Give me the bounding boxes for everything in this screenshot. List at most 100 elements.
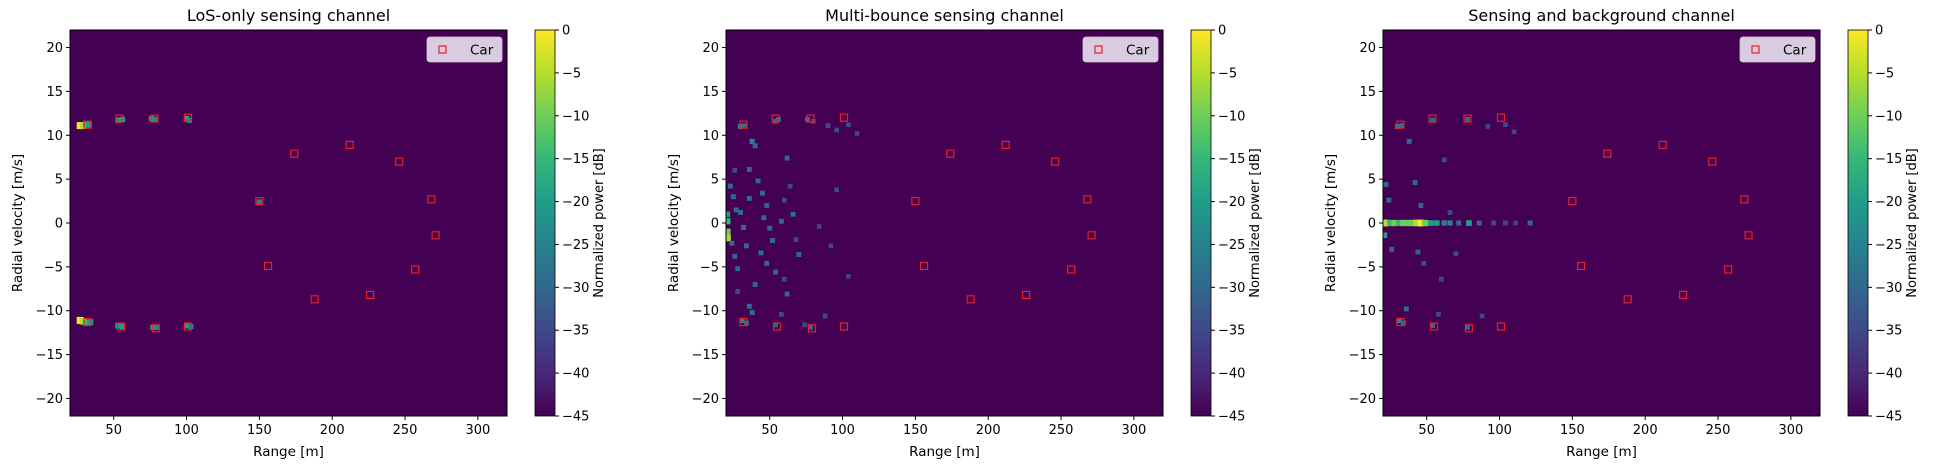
- car-marker: [1087, 231, 1096, 240]
- heatmap-cell: [770, 238, 776, 243]
- heatmap-cell: [1430, 117, 1435, 123]
- x-tick-label: 300: [1121, 423, 1146, 438]
- car-marker: [1496, 113, 1506, 122]
- car-marker: [115, 114, 124, 123]
- colorbar-tick-label: −10: [1875, 109, 1902, 124]
- chart-title: Sensing and background channel: [1468, 6, 1735, 25]
- heatmap-cell: [746, 196, 752, 201]
- heatmap-cell: [784, 155, 790, 161]
- heatmap-cell: [1441, 157, 1447, 163]
- heatmap-cell: [727, 183, 733, 189]
- car-marker: [946, 149, 955, 158]
- heatmap-cell: [730, 194, 736, 200]
- heatmap-cell: [787, 183, 793, 189]
- heatmap-cell: [726, 234, 731, 242]
- colorbar-label: Normalized power [dB]: [1905, 148, 1920, 297]
- y-tick-label: 10: [702, 129, 719, 144]
- colorbar-tick-label: −5: [562, 66, 581, 81]
- car-marker: [807, 324, 817, 333]
- heatmap-cell: [846, 122, 851, 127]
- heatmap-cell: [183, 115, 190, 122]
- y-tick-label: 5: [711, 173, 719, 188]
- heatmap-cell: [828, 243, 834, 249]
- heatmap-cell: [743, 243, 749, 249]
- y-tick-label: 10: [1359, 129, 1376, 144]
- heatmap-cell: [1527, 220, 1533, 226]
- colorbar-tick-label: −45: [1218, 410, 1245, 425]
- car-marker: [264, 261, 273, 271]
- heatmap-cell: [1434, 220, 1440, 226]
- heatmap-cell: [752, 143, 758, 149]
- y-tick-label: 5: [1368, 173, 1376, 188]
- heatmap-cell: [1383, 181, 1389, 187]
- y-tick-label: −5: [1357, 260, 1376, 275]
- heatmap-cell: [739, 317, 745, 323]
- heatmap-cells: [1383, 117, 1533, 330]
- colorbar: [535, 30, 555, 416]
- heatmap-cell: [854, 131, 860, 136]
- car-marker: [1464, 324, 1474, 333]
- legend-box: [1739, 36, 1816, 63]
- car-marker: [345, 140, 354, 149]
- heatmap-cell: [188, 323, 194, 330]
- colorbar-tick-label: −45: [562, 410, 589, 425]
- heatmap-cell: [1406, 138, 1412, 144]
- heatmap-cell: [1503, 122, 1508, 127]
- colorbar-tick-label: −35: [1875, 324, 1902, 339]
- heatmap-cell: [1422, 219, 1429, 227]
- car-marker: [1396, 120, 1405, 129]
- colorbar-tick-label: −30: [1218, 281, 1245, 296]
- x-tick-label: 50: [761, 423, 778, 438]
- colorbar-tick-label: −5: [1218, 66, 1237, 81]
- car-marker: [1603, 149, 1612, 158]
- heatmap-cell: [726, 228, 731, 235]
- heatmap-cell: [153, 116, 159, 123]
- car-marker: [150, 114, 159, 123]
- car-marker: [1708, 157, 1717, 166]
- heatmap-cell: [154, 324, 160, 330]
- heatmap-cell: [749, 310, 755, 315]
- heatmap-cell: [796, 252, 802, 257]
- y-axis-label: Radial velocity [m/s]: [1323, 154, 1339, 292]
- heatmap-cell: [1415, 249, 1421, 255]
- colorbar-tick-label: −15: [562, 152, 589, 167]
- y-tick-label: 0: [55, 217, 63, 232]
- heatmap-cell: [738, 210, 743, 215]
- chart-title: LoS-only sensing channel: [187, 6, 390, 25]
- car-marker: [1083, 195, 1092, 204]
- car-marker: [1576, 261, 1586, 271]
- y-tick-label: 5: [55, 173, 63, 188]
- colorbar-frame: [1190, 29, 1212, 417]
- x-tick-label: 250: [1049, 423, 1074, 438]
- heatmap-cell: [1503, 220, 1508, 226]
- heatmap-cell: [758, 250, 764, 256]
- y-tick-label: −15: [692, 348, 719, 363]
- car-marker: [427, 195, 436, 204]
- colorbar-tick-label: −25: [1875, 238, 1902, 253]
- heatmap-cell: [1400, 219, 1407, 227]
- heatmap-cell: [726, 211, 731, 217]
- heatmap-cell: [150, 324, 156, 331]
- car-marker: [806, 114, 815, 123]
- y-tick-label: −20: [692, 392, 719, 407]
- car-marker: [919, 261, 929, 271]
- heatmap-cell: [1441, 220, 1447, 226]
- heatmap-cell: [1430, 323, 1435, 329]
- heatmap-cell: [83, 320, 90, 327]
- heatmap-cell: [802, 322, 808, 328]
- colorbar-label: Normalized power [dB]: [1248, 148, 1263, 297]
- legend-car-marker: [1094, 45, 1103, 54]
- heatmap-background: [1383, 30, 1820, 416]
- chart-multi-bounce: Multi-bounce sensing channel Range [m] R…: [666, 6, 1263, 460]
- car-marker: [411, 265, 420, 274]
- car-marker: [310, 295, 319, 304]
- x-tick-label: 150: [247, 423, 272, 438]
- car-marker: [1744, 231, 1753, 240]
- heatmap-cell: [1421, 261, 1427, 266]
- heatmap-cell: [732, 168, 738, 173]
- colorbar-tick-label: −15: [1875, 152, 1902, 167]
- y-tick-label: 0: [1368, 217, 1376, 232]
- heatmap-cell: [1479, 313, 1485, 319]
- heatmap-cell: [1428, 220, 1434, 226]
- car-marker: [151, 324, 160, 333]
